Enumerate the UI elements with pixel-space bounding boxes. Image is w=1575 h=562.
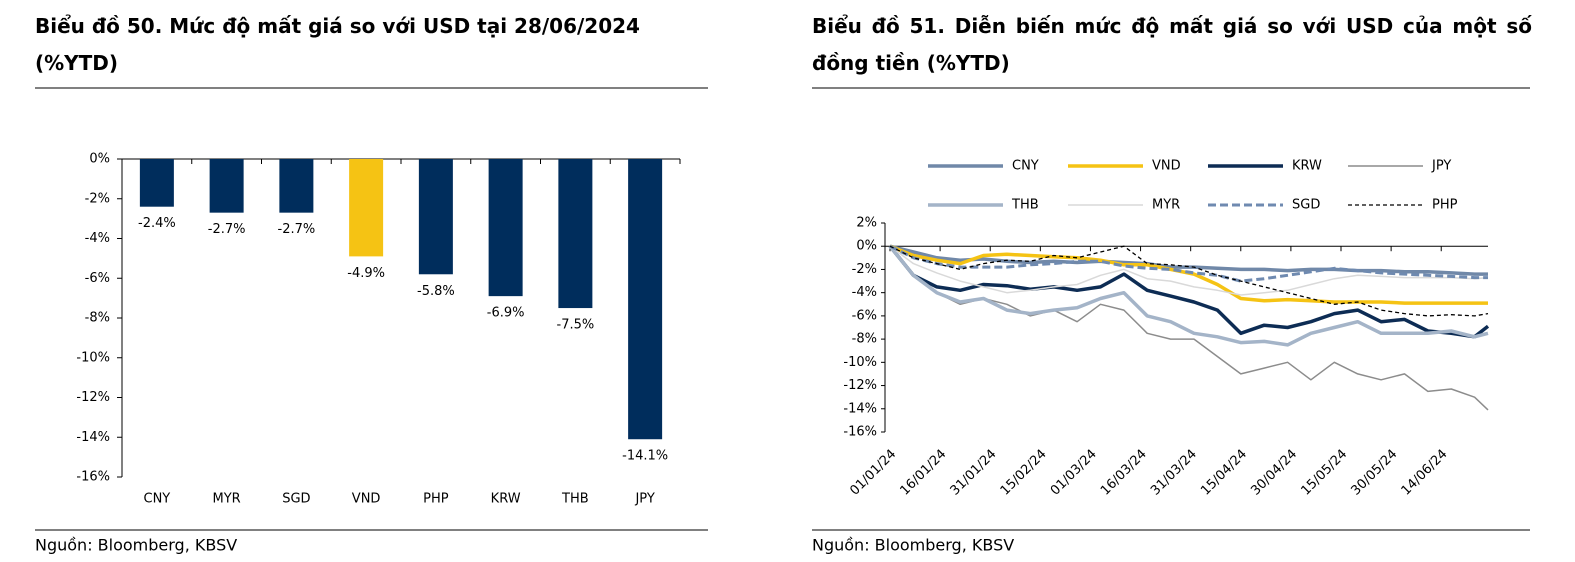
y-tick-label: -4% (852, 285, 877, 300)
y-tick-label: -10% (76, 350, 110, 365)
y-tick-label: -8% (852, 332, 877, 347)
source: Nguồn: Bloomberg, KBSV (812, 536, 1014, 555)
value-label: -4.9% (347, 266, 385, 281)
line-series (888, 245, 1490, 339)
bar (558, 159, 593, 309)
line-series (889, 244, 1488, 305)
source: Nguồn: Bloomberg, KBSV (35, 536, 237, 555)
x-tick-label: 15/05/24 (1298, 447, 1350, 499)
bar (279, 159, 314, 213)
y-tick-label: 0% (89, 152, 110, 167)
x-tick-label: MYR (213, 492, 241, 507)
legend-label: JPY (1431, 159, 1451, 174)
x-tick-label: 15/04/24 (1198, 447, 1250, 499)
y-tick-label: -2% (85, 191, 110, 206)
line-series (889, 244, 1488, 283)
bar (628, 159, 663, 440)
value-label: -6.9% (487, 306, 525, 321)
bar (139, 159, 174, 207)
line-series (889, 245, 1489, 296)
y-tick-label: -12% (843, 378, 877, 393)
x-tick-label: 16/03/24 (1098, 447, 1150, 499)
x-tick-label: CNY (144, 492, 171, 507)
line-series (888, 245, 1489, 347)
legend-label: CNY (1012, 159, 1039, 174)
value-label: -5.8% (417, 284, 455, 299)
x-tick-label: THB (561, 492, 589, 507)
x-tick-label: VND (352, 492, 381, 507)
y-tick-label: -6% (85, 271, 110, 286)
value-label: -14.1% (622, 449, 668, 464)
x-tick-label: 01/03/24 (1048, 447, 1100, 499)
x-tick-label: SGD (282, 492, 310, 507)
y-tick-label: 2% (856, 216, 877, 231)
legend-label: PHP (1432, 198, 1458, 213)
y-tick-label: -16% (76, 470, 110, 485)
y-tick-label: -2% (852, 262, 877, 277)
y-tick-label: -10% (843, 355, 877, 370)
y-tick-label: -16% (843, 425, 877, 440)
line-series (889, 244, 1488, 276)
y-tick-label: -14% (843, 401, 877, 416)
x-tick-label: 30/04/24 (1248, 447, 1300, 499)
legend-label: MYR (1152, 198, 1180, 213)
x-tick-label: 31/03/24 (1148, 447, 1200, 499)
x-tick-label: 31/01/24 (948, 447, 1000, 499)
chart-title: Biểu đồ 50. Mức độ mất giá so với USD tạ… (35, 14, 640, 75)
line-series (889, 245, 1489, 317)
bar (488, 159, 523, 297)
value-label: -2.4% (138, 216, 176, 231)
legend-label: KRW (1292, 159, 1322, 174)
x-tick-label: 01/01/24 (847, 447, 899, 499)
x-tick-label: 14/06/24 (1399, 447, 1451, 499)
y-tick-label: -8% (85, 311, 110, 326)
y-tick-label: -12% (76, 390, 110, 405)
bar (418, 159, 453, 275)
value-label: -2.7% (278, 222, 316, 237)
x-tick-label: 30/05/24 (1349, 447, 1401, 499)
y-tick-label: -4% (85, 231, 110, 246)
y-tick-label: 0% (856, 239, 877, 254)
legend-label: VND (1152, 159, 1181, 174)
value-label: -7.5% (557, 318, 595, 333)
y-tick-label: -14% (76, 430, 110, 445)
legend-label: THB (1011, 198, 1039, 213)
chart-title: Biểu đồ 51. Diễn biến mức độ mất giá so … (812, 14, 1532, 75)
x-tick-label: 16/01/24 (898, 447, 950, 499)
bar (209, 159, 244, 213)
x-tick-label: KRW (491, 492, 521, 507)
x-tick-label: 15/02/24 (998, 447, 1050, 499)
x-tick-label: JPY (634, 492, 654, 507)
x-tick-label: PHP (423, 492, 449, 507)
value-label: -2.7% (208, 222, 246, 237)
y-tick-label: -6% (852, 308, 877, 323)
legend-label: SGD (1292, 198, 1320, 213)
bar (349, 159, 384, 257)
